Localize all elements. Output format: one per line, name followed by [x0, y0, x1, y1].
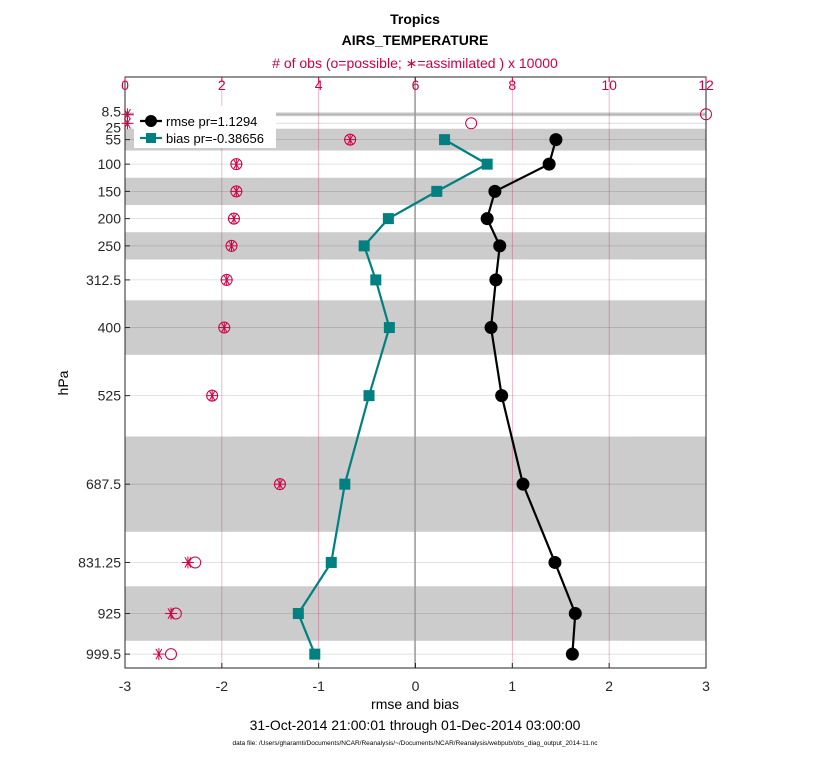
obs-assimilated-marker: [230, 185, 243, 198]
y-tick-label: 25: [105, 119, 121, 135]
series-point: [382, 213, 394, 225]
y-tick-label: 8.5: [102, 103, 122, 119]
footnote: data file: /Users/gharamti/Documents/NCA…: [233, 740, 599, 747]
top-tick-label: 2: [218, 77, 226, 93]
bottom-tick-label: 2: [605, 678, 613, 694]
y-tick-label: 687.5: [86, 476, 121, 492]
y-tick-label: 150: [98, 183, 122, 199]
bottom-axis-ticks: -3 -2 -1 0 1 2 3: [119, 663, 710, 694]
top-axis-ticks: 0 2 4 6 8 10 12: [121, 77, 714, 93]
top-tick-label: 10: [601, 77, 617, 93]
obs-assimilated-marker: [227, 212, 240, 225]
y-tick-label: 525: [98, 388, 122, 404]
series-point: [439, 134, 451, 146]
chart-subtitle: AIRS_TEMPERATURE: [342, 32, 489, 48]
top-tick-label: 4: [315, 77, 323, 93]
obs-markers: [121, 108, 712, 661]
legend-label: rmse pr=1.1294: [166, 114, 257, 129]
y-tick-label: 999.5: [86, 646, 121, 662]
series-point: [363, 390, 375, 402]
chart-title: Tropics: [390, 11, 440, 27]
series-point: [489, 273, 503, 287]
date-range: 31-Oct-2014 21:00:01 through 01-Dec-2014…: [250, 717, 581, 733]
y-axis-label: hPa: [55, 370, 71, 395]
series-point: [383, 322, 395, 334]
top-tick-label: 8: [508, 77, 516, 93]
y-tick-label: 100: [98, 156, 122, 172]
series-point: [292, 608, 304, 620]
series-point: [565, 647, 579, 661]
y-tick-label: 925: [98, 606, 122, 622]
legend: rmse pr=1.1294 bias pr=-0.38656: [134, 106, 276, 148]
obs-assimilated-marker: [164, 607, 177, 620]
bottom-tick-label: 3: [702, 678, 710, 694]
series-point: [339, 478, 351, 490]
obs-assimilated-marker: [218, 321, 231, 334]
x-axis-label: rmse and bias: [371, 696, 459, 712]
series-point: [309, 648, 321, 660]
series-point: [370, 274, 382, 286]
y-tick-label: 831.25: [78, 554, 121, 570]
series-line: [485, 139, 577, 655]
y-tick-label: 200: [98, 211, 122, 227]
series-point: [542, 157, 556, 171]
bottom-tick-label: -3: [119, 678, 132, 694]
obs-assimilated-marker: [220, 273, 233, 286]
obs-assimilated-marker: [273, 478, 286, 491]
series-point: [481, 158, 493, 170]
obs-assimilated-marker: [206, 389, 219, 402]
bottom-tick-label: -2: [216, 678, 229, 694]
bottom-tick-label: 1: [508, 678, 516, 694]
series-point: [568, 607, 582, 621]
y-tick-label: 250: [98, 238, 122, 254]
bottom-tick-label: -1: [312, 678, 325, 694]
y-tick-label: 312.5: [86, 272, 121, 288]
obs-possible-marker: [700, 108, 712, 121]
y-tick-label: 55: [105, 132, 121, 148]
legend-marker: [145, 115, 157, 127]
series-point: [516, 477, 530, 491]
obs-assimilated-marker: [344, 133, 357, 146]
obs-assimilated-marker: [230, 158, 243, 171]
series-point: [488, 184, 502, 198]
series-point: [495, 389, 509, 403]
top-tick-label: 0: [121, 77, 129, 93]
legend-box: [134, 106, 276, 148]
bottom-tick-label: 0: [412, 678, 420, 694]
obs-assimilated-marker: [152, 648, 165, 661]
series-point: [358, 240, 370, 252]
obs-assimilated-marker: [181, 556, 194, 569]
obs-assimilated-marker: [121, 117, 134, 130]
series-point: [431, 185, 443, 197]
obs-assimilated-marker: [121, 108, 134, 121]
legend-label: bias pr=-0.38656: [166, 131, 264, 146]
series-point: [480, 212, 494, 226]
series-point: [493, 239, 507, 253]
obs-possible-marker: [465, 117, 478, 130]
series-point: [549, 133, 563, 147]
series-lines: [292, 133, 582, 661]
obs-possible-marker: [164, 648, 177, 661]
series-point: [325, 556, 337, 568]
series-point: [484, 321, 498, 335]
obs-assimilated-marker: [225, 239, 238, 252]
series-point: [548, 555, 562, 569]
legend-marker: [146, 133, 156, 143]
top-tick-label: 6: [412, 77, 420, 93]
top-tick-label: 12: [698, 77, 714, 93]
top-axis-label: # of obs (o=possible; ∗=assimilated ) x …: [272, 55, 558, 71]
series-line: [297, 138, 490, 655]
y-tick-label: 400: [98, 320, 122, 336]
